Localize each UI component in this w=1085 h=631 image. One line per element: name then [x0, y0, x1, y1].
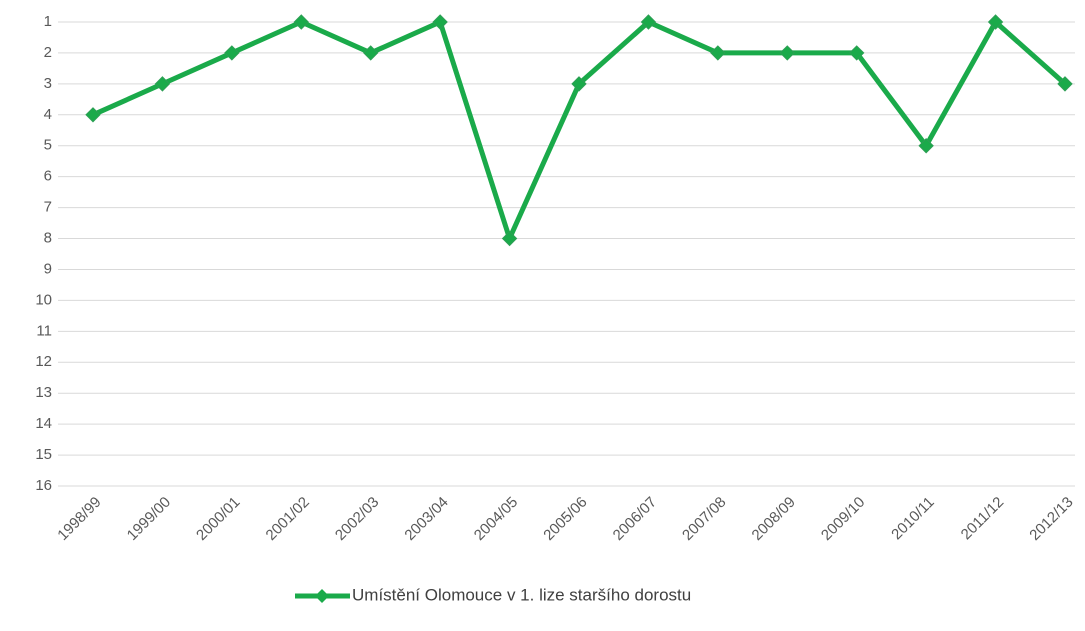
point [849, 45, 865, 61]
y-tick-label: 11 [36, 322, 52, 339]
y-tick-label: 1 [44, 13, 52, 30]
x-tick-label: 2008/09 [749, 494, 799, 544]
point [710, 45, 726, 61]
y-tick-label: 13 [35, 384, 52, 401]
y-tick-label: 6 [44, 168, 52, 185]
x-tick-label: 2001/02 [263, 494, 313, 544]
x-tick-label: 2011/12 [958, 494, 1008, 544]
legend-marker [315, 589, 329, 603]
point [779, 45, 795, 61]
x-tick-label: 2005/06 [540, 494, 590, 544]
y-tick-label: 15 [35, 446, 52, 463]
point [224, 45, 240, 61]
point [571, 76, 587, 92]
x-tick-label: 2009/10 [818, 494, 868, 544]
point [293, 14, 309, 30]
x-tick-label: 2002/03 [332, 494, 382, 544]
y-tick-label: 9 [44, 260, 52, 277]
x-tick-label: 2006/07 [610, 494, 660, 544]
point [501, 230, 518, 247]
y-tick-label: 10 [35, 291, 52, 308]
point [1057, 76, 1073, 92]
point [85, 107, 101, 123]
x-tick-label: 1998/99 [54, 494, 104, 544]
x-tick-label: 2007/08 [679, 494, 729, 544]
y-tick-label: 3 [44, 75, 52, 92]
x-tick-label: 2003/04 [401, 494, 451, 544]
y-tick-label: 16 [35, 477, 52, 494]
x-tick-label: 1999/00 [124, 494, 174, 544]
x-tick-label: 2004/05 [471, 494, 521, 544]
y-tick-label: 4 [44, 106, 52, 123]
legend-label: Umístění Olomouce v 1. lize staršího dor… [352, 585, 691, 604]
point [640, 14, 657, 30]
point [363, 45, 379, 61]
y-tick-label: 14 [35, 415, 52, 432]
point [987, 14, 1004, 30]
y-tick-label: 2 [44, 44, 52, 61]
point [918, 138, 934, 154]
y-tick-label: 12 [35, 353, 52, 370]
x-tick-label: 2012/13 [1026, 494, 1076, 544]
line [91, 19, 1067, 242]
x-tick-label: 2000/01 [193, 494, 243, 544]
y-tick-label: 8 [44, 230, 52, 247]
point [154, 76, 171, 92]
y-tick-label: 5 [44, 137, 52, 154]
y-tick-label: 7 [44, 199, 52, 216]
x-tick-label: 2010/11 [888, 494, 938, 544]
point [432, 14, 448, 30]
